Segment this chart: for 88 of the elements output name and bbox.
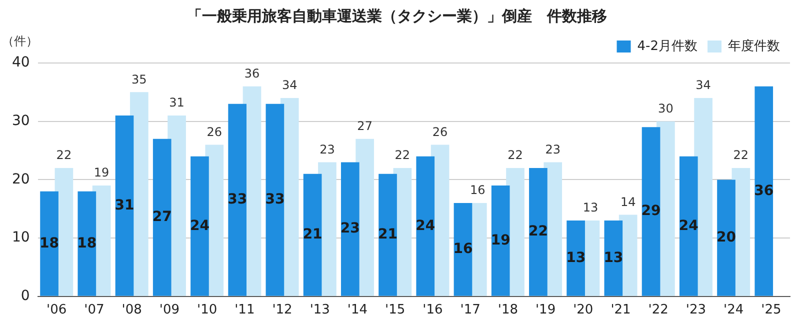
- data-label: 26: [432, 124, 448, 139]
- x-tick-label: '20: [573, 302, 594, 318]
- bar: [152, 138, 172, 296]
- x-tick-label: '18: [498, 302, 518, 318]
- data-label: 13: [604, 250, 624, 266]
- bar: [78, 191, 96, 296]
- x-tick-label: '22: [648, 302, 668, 318]
- data-label: 31: [169, 96, 184, 110]
- bar: [717, 180, 736, 296]
- y-tick-label: 0: [20, 288, 30, 304]
- data-label: 34: [696, 78, 711, 92]
- data-label: 24: [678, 218, 699, 234]
- data-label: 13: [582, 200, 598, 215]
- data-label: 22: [733, 148, 749, 162]
- data-label: 27: [152, 209, 172, 226]
- data-label: 31: [114, 197, 134, 214]
- x-tick-label: '11: [234, 302, 255, 318]
- x-tick-label: '16: [422, 302, 443, 318]
- bar: [491, 186, 510, 296]
- data-label: 23: [545, 142, 561, 156]
- data-label: 22: [394, 148, 410, 162]
- data-label: 22: [528, 224, 548, 240]
- bar: [303, 174, 322, 296]
- legend-label: 年度件数: [728, 38, 780, 54]
- bar: [679, 156, 698, 296]
- data-label: 21: [302, 226, 322, 243]
- bar: [416, 156, 435, 296]
- data-label: 36: [244, 66, 260, 80]
- y-tick-label: 10: [12, 230, 30, 246]
- data-label: 22: [508, 148, 523, 162]
- data-label: 18: [77, 235, 97, 252]
- data-label: 26: [206, 124, 222, 139]
- x-tick-label: '21: [610, 302, 631, 318]
- x-tick-label: '07: [84, 302, 104, 318]
- data-label: 16: [453, 241, 473, 258]
- x-tick-label: '10: [196, 302, 218, 318]
- data-label: 16: [470, 183, 486, 198]
- data-label: 23: [340, 220, 360, 237]
- bar: [529, 168, 548, 296]
- x-tick-label: '12: [272, 302, 292, 318]
- x-tick-label: '25: [761, 302, 782, 318]
- data-label: 18: [40, 235, 60, 252]
- data-label: 21: [378, 226, 398, 243]
- y-tick-label: 20: [12, 171, 30, 188]
- bar: [266, 104, 284, 296]
- x-tick-label: '13: [310, 302, 330, 318]
- data-label: 33: [265, 192, 285, 208]
- bar: [754, 86, 774, 296]
- x-tick-label: '23: [686, 302, 706, 318]
- x-tick-label: '08: [122, 302, 142, 318]
- data-label: 24: [416, 218, 436, 234]
- y-tick-label: 40: [12, 54, 30, 71]
- x-tick-label: '24: [724, 302, 744, 318]
- bar: [642, 127, 660, 296]
- data-label: 13: [566, 250, 586, 266]
- x-tick-label: '09: [159, 302, 180, 318]
- data-label: 19: [490, 232, 510, 248]
- bar: [40, 191, 58, 296]
- bar: [115, 116, 134, 296]
- y-axis-title: （件）: [2, 34, 38, 48]
- data-label: 29: [641, 203, 661, 220]
- bar: [604, 220, 623, 296]
- data-label: 20: [716, 229, 736, 246]
- chart-title: 「一般乗用旅客自動車運送業（タクシー業）」倒産 件数推移: [187, 6, 607, 25]
- data-label: 30: [658, 101, 674, 116]
- data-label: 33: [228, 192, 248, 208]
- bar: [228, 104, 246, 296]
- data-label: 14: [620, 194, 636, 209]
- bar: [378, 174, 397, 296]
- data-label: 19: [94, 166, 110, 180]
- legend-label: 4-2月件数: [637, 38, 698, 54]
- data-label: 36: [754, 182, 774, 199]
- data-label: 34: [282, 78, 298, 92]
- x-tick-label: '17: [460, 302, 480, 318]
- data-label: 23: [320, 142, 335, 156]
- x-tick-label: '15: [385, 302, 406, 318]
- data-label: 27: [357, 118, 372, 133]
- y-tick-label: 30: [12, 112, 30, 129]
- x-tick-label: '19: [535, 302, 556, 318]
- bar: [340, 162, 360, 296]
- x-tick-label: '14: [347, 302, 368, 318]
- bar: [190, 156, 209, 296]
- x-tick-label: '06: [46, 302, 67, 318]
- bar: [566, 220, 585, 296]
- bar: [454, 203, 472, 296]
- data-label: 35: [132, 72, 147, 86]
- data-label: 24: [190, 218, 210, 234]
- data-label: 22: [56, 148, 72, 162]
